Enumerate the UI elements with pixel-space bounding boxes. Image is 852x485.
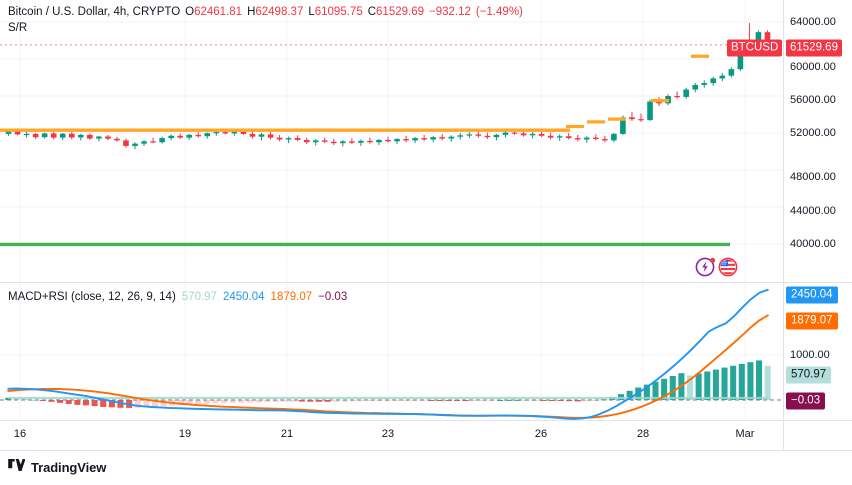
tradingview-wordmark: TradingView [31,459,107,475]
symbol-price-tag[interactable]: BTCUSD [727,39,783,57]
time-axis-label: 16 [13,428,27,440]
open-value: 62461.81 [194,6,243,18]
close-key: C [367,6,377,18]
lightning-bolt-icon[interactable] [694,254,718,278]
time-axis-label: 21 [280,428,294,440]
change-value: −932.12 [429,6,471,18]
indicator-histogram-value: −0.03 [318,291,348,303]
last-price-tag[interactable]: 61529.69 [786,39,842,57]
price-axis-label: 40000.00 [790,238,836,250]
indicator-macd-value: 2450.04 [222,291,265,303]
price-axis-label: 48000.00 [790,171,836,183]
high-key: H [247,6,256,18]
low-value: 61095.75 [314,6,363,18]
price-axis-label: 44000.00 [790,205,836,217]
price-axis-label: 60000.00 [790,61,836,73]
change-percent: (−1.49%) [475,6,523,18]
price-axis-label: 64000.00 [790,16,836,28]
footer-branding[interactable]: TradingView [8,458,106,476]
time-axis-label: 23 [381,428,395,440]
histogram-value-tag[interactable]: −0.03 [786,392,826,410]
indicator-rsi-value: 570.97 [181,291,217,303]
indicator-chart-canvas[interactable] [0,283,852,420]
macd-value-tag[interactable]: 2450.04 [786,286,838,304]
us-flag-icon[interactable] [716,254,740,278]
time-axis[interactable]: 16 19 21 23 26 28 Mar [0,420,852,450]
indicator-legend: MACD+RSI (close, 12, 26, 9, 14) 570.97 245… [8,291,347,303]
price-axis-label: 56000.00 [790,94,836,106]
price-chart-canvas[interactable] [0,0,852,282]
time-axis-label: 26 [534,428,548,440]
signal-value-tag[interactable]: 1879.07 [786,312,838,330]
close-value: 61529.69 [376,6,424,18]
indicator-axis-label: 1000.00 [790,349,830,361]
price-axis-divider [783,0,784,450]
open-key: O [185,6,195,18]
price-legend: Bitcoin / U.S. Dollar, 4h, CRYPTO O62461.… [8,5,523,20]
sr-indicator-legend[interactable]: S/R [8,22,28,34]
price-pane[interactable]: Bitcoin / U.S. Dollar, 4h, CRYPTO O62461.… [0,0,852,282]
low-key: L [308,6,315,18]
indicator-pane[interactable]: MACD+RSI (close, 12, 26, 9, 14) 570.97 245… [0,283,852,420]
time-axis-divider [0,420,852,421]
indicator-title[interactable]: MACD+RSI (close, 12, 26, 9, 14) [8,291,176,303]
time-axis-label: 19 [178,428,192,440]
indicator-signal-value: 1879.07 [270,291,313,303]
rsi-value-tag[interactable]: 570.97 [786,366,832,384]
time-axis-label: Mar [735,428,755,440]
tradingview-logo-icon [8,458,26,476]
time-axis-label: 28 [636,428,650,440]
high-value: 62498.37 [255,6,304,18]
price-axis-label: 52000.00 [790,127,836,139]
footer-divider [0,450,852,451]
symbol-title[interactable]: Bitcoin / U.S. Dollar, 4h, CRYPTO [8,6,181,18]
pane-divider [0,282,852,283]
